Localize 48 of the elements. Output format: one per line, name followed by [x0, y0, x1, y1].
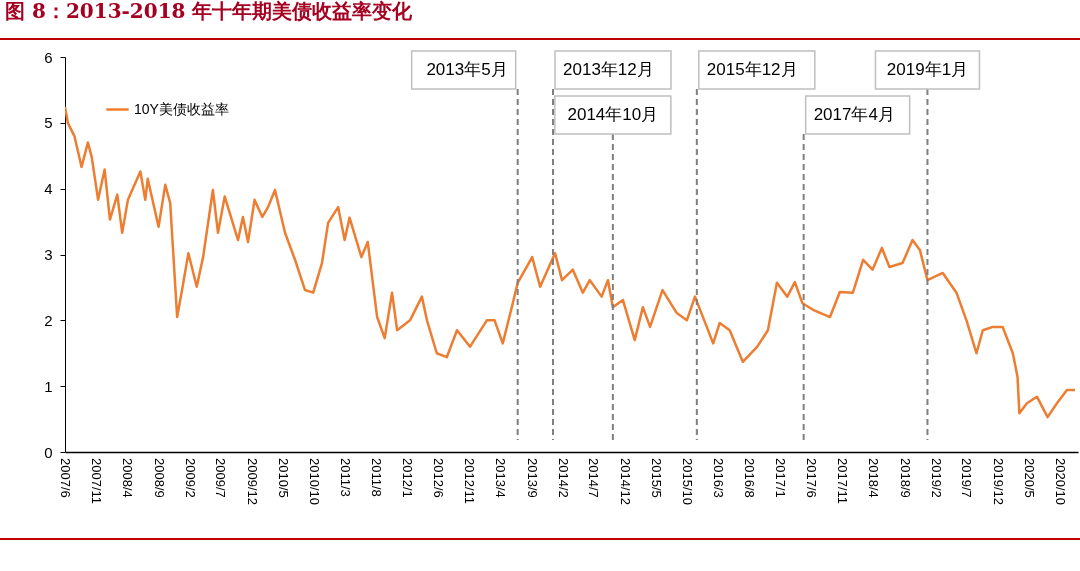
x-tick-label: 2009/2	[182, 458, 198, 498]
y-tick-label: 6	[44, 48, 53, 66]
x-tick-label: 2012/6	[431, 458, 447, 498]
x-tick-label: 2019/12	[990, 458, 1006, 505]
y-tick-label: 1	[44, 377, 53, 395]
ref-line-label: 2013年5月	[426, 60, 508, 79]
x-tick-label: 2019/2	[928, 458, 944, 498]
x-tick-label: 2018/9	[897, 458, 913, 498]
ref-line-label: 2013年12月	[563, 60, 654, 79]
y-tick-label: 0	[44, 443, 53, 461]
x-tick-label: 2012/11	[462, 458, 478, 505]
x-tick-label: 2019/7	[959, 458, 975, 498]
x-tick-label: 2017/1	[773, 458, 789, 498]
y-tick-label: 3	[44, 246, 53, 263]
x-tick-label: 2017/11	[835, 458, 851, 505]
x-tick-label: 2016/3	[710, 458, 726, 498]
ref-line-label: 2017年4月	[813, 105, 895, 124]
x-tick-label: 2014/7	[586, 458, 602, 498]
ref-line-label: 2019年1月	[886, 60, 969, 79]
x-tick-label: 2010/10	[306, 458, 322, 505]
y-tick-label: 4	[44, 180, 53, 198]
y-tick-label: 5	[44, 114, 53, 132]
y-tick-label: 2	[44, 311, 53, 329]
x-tick-label: 2009/7	[213, 458, 229, 498]
x-tick-label: 2007/11	[89, 458, 105, 505]
ref-line-label: 2014年10月	[567, 105, 659, 124]
x-tick-label: 2013/4	[493, 458, 509, 498]
x-tick-label: 2016/8	[742, 458, 758, 498]
x-tick-label: 2020/5	[1021, 458, 1037, 498]
legend-label: 10Y美债收益率	[134, 100, 229, 117]
x-tick-label: 2010/5	[275, 458, 291, 498]
x-tick-label: 2011/3	[337, 458, 353, 497]
x-tick-label: 2017/6	[804, 458, 820, 498]
x-tick-label: 2013/9	[524, 458, 540, 498]
ref-line-label: 2015年12月	[706, 60, 798, 79]
x-tick-label: 2008/9	[151, 458, 167, 498]
x-tick-label: 2020/10	[1053, 458, 1069, 505]
x-tick-label: 2015/10	[679, 458, 695, 505]
x-tick-label: 2011/8	[368, 458, 384, 497]
x-tick-label: 2015/5	[648, 458, 664, 498]
x-tick-label: 2014/2	[555, 458, 571, 498]
x-tick-label: 2008/4	[120, 458, 136, 498]
chart-title: 图 8：2013-2018 年十年期美债收益率变化	[5, 0, 414, 23]
x-tick-label: 2012/1	[400, 458, 416, 498]
x-tick-label: 2007/6	[58, 458, 73, 498]
x-tick-label: 2009/12	[244, 458, 260, 505]
x-tick-label: 2014/12	[617, 458, 633, 505]
x-tick-label: 2018/4	[866, 458, 882, 498]
